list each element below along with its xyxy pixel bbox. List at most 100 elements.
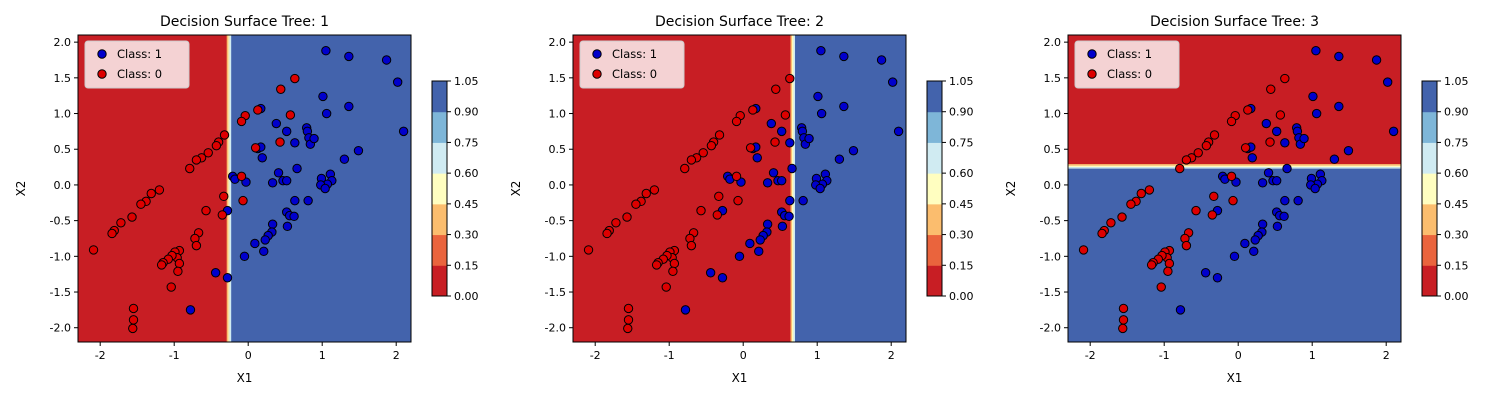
point-class-0 [203,148,213,158]
point-class-0 [649,185,660,195]
point-class-0 [623,315,634,325]
point-class-1 [893,126,904,137]
colorbar-band [1422,265,1437,297]
point-class-1 [752,153,762,163]
point-class-1 [260,235,270,245]
colorbar-tick-label: 0.45 [1444,198,1469,211]
point-class-0 [1163,266,1173,277]
point-class-1 [876,55,887,65]
colorbar-tick-label: 0.00 [454,290,479,303]
colorbar-band [1422,173,1437,205]
point-class-1 [318,91,328,102]
point-class-1 [717,273,728,283]
point-class-0 [641,188,651,199]
colorbar-tick-label: 0.90 [454,106,479,119]
point-class-0 [1146,260,1157,270]
point-class-1 [1334,101,1344,112]
point-class-0 [1226,171,1237,182]
point-class-0 [668,266,678,277]
legend: Class: 1 Class: 0 [579,40,685,89]
colorbar-tick-label: 1.05 [454,75,479,88]
y-tick-label: 0.5 [54,143,72,156]
point-class-1 [787,163,797,174]
point-class-1 [1334,51,1344,62]
point-class-0 [731,171,742,182]
colorbar: 0.00 0.15 0.30 0.45 0.60 0.75 0.90 1.05 [926,75,974,303]
point-class-0 [583,245,594,255]
colorbar-tick-label: 0.60 [1444,167,1469,180]
y-tick-label: 1.0 [54,108,72,121]
point-class-0 [174,258,185,269]
point-class-0 [238,195,248,206]
point-class-1 [816,46,826,56]
colorbar-tick-label: 0.75 [454,136,479,149]
colorbar-band [432,265,447,297]
point-class-0 [611,218,621,228]
point-class-1 [1272,221,1283,232]
point-class-0 [250,143,261,153]
point-class-0 [201,205,211,216]
colorbar-tick-label: 0.60 [454,167,479,180]
x-tick-label: -1 [1159,349,1170,362]
point-class-0 [623,323,633,334]
point-class-0 [236,171,247,182]
point-class-1 [321,108,332,119]
x-tick-label: 1 [1309,349,1316,362]
point-class-1 [784,211,794,222]
point-class-1 [839,101,849,112]
point-class-1 [267,219,278,229]
point-class-1 [762,178,773,188]
point-class-0 [1193,148,1203,158]
point-class-1 [392,77,403,87]
point-class-0 [733,195,743,206]
point-class-0 [1164,258,1175,269]
point-class-1 [887,77,898,87]
point-class-1 [1271,175,1282,186]
colorbar-band [1422,203,1437,236]
point-class-0 [236,116,247,127]
point-class-1 [257,153,267,163]
point-class-1 [1200,268,1211,278]
scatter-points [583,46,904,334]
point-class-0 [1191,205,1201,216]
legend-marker [1087,49,1097,59]
x-tick-label: 2 [393,349,400,362]
colorbar-tick-label: 0.75 [949,136,974,149]
colorbar-band [1422,234,1437,266]
point-class-0 [686,155,697,165]
colorbar-band [927,203,942,236]
point-class-1 [303,195,313,206]
point-class-1 [271,118,282,129]
colorbar-tick-label: 0.30 [949,229,974,242]
point-class-1 [290,195,300,206]
x-axis-label: X1 [1227,371,1243,385]
point-class-1 [776,175,787,186]
y-tick-label: 2.0 [1044,36,1062,49]
y-tick-label: -1.0 [545,250,566,263]
point-class-1 [1299,133,1309,144]
point-class-1 [815,183,825,194]
y-tick-label: 0.5 [1044,143,1062,156]
axes-frame [77,34,412,343]
colorbar-tick-label: 0.75 [1444,136,1469,149]
colorbar-tick-label: 0.30 [1444,229,1469,242]
x-tick-label: -2 [590,349,601,362]
point-class-0 [88,245,99,255]
legend-marker [1087,69,1097,79]
subplot-1: -2 -1 0 1 2 -2.0 -1.5 -1.0 -0.5 0.0 0.5 1.0 1.5 2.0 De… [14,14,479,385]
point-class-0 [686,240,697,251]
colorbar-band [432,142,447,174]
point-class-0 [1201,140,1212,151]
y-tick-label: 1.5 [54,72,72,85]
colorbar-tick-label: 0.00 [1444,290,1469,303]
point-class-1 [755,235,765,245]
colorbar-tick-label: 0.30 [454,229,479,242]
point-class-1 [1282,163,1292,174]
point-class-1 [289,211,299,222]
point-class-0 [154,185,165,195]
point-class-0 [602,228,612,239]
point-class-1 [1249,246,1259,257]
point-class-1 [282,221,293,232]
axes-frame [572,34,907,343]
point-class-0 [1117,212,1127,222]
